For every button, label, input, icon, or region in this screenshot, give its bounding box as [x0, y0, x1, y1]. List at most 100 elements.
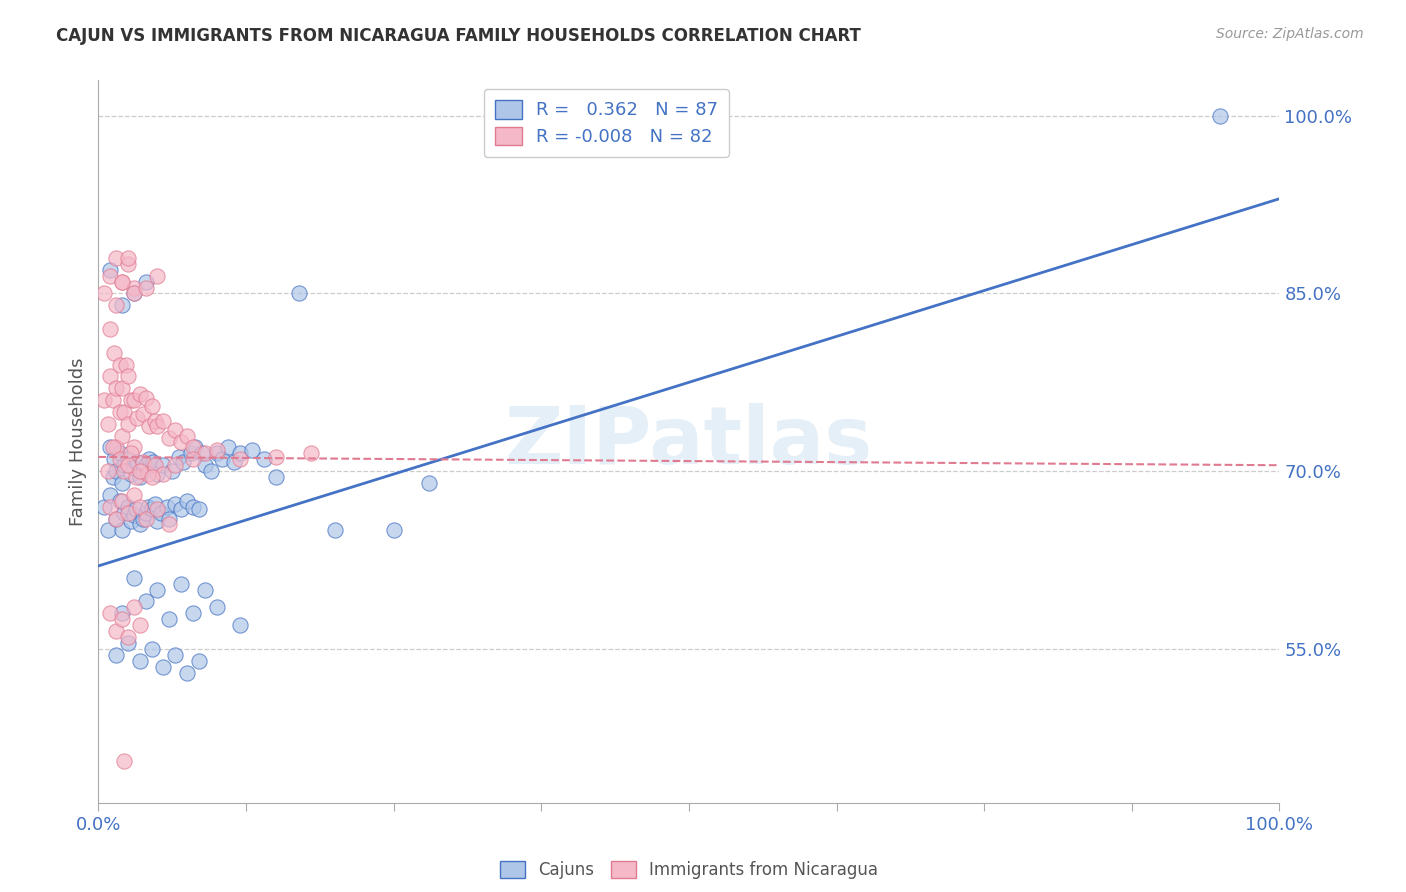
Point — [157, 517, 180, 532]
Point — [112, 458, 135, 473]
Point — [229, 446, 252, 460]
Point — [194, 582, 217, 597]
Point — [170, 502, 193, 516]
Point — [418, 475, 440, 490]
Point — [105, 511, 128, 525]
Point — [229, 618, 252, 632]
Point — [98, 500, 121, 514]
Point — [135, 280, 157, 294]
Point — [141, 470, 163, 484]
Point — [112, 464, 135, 478]
Point — [127, 455, 149, 469]
Point — [135, 594, 157, 608]
Point — [112, 506, 135, 520]
Point — [111, 612, 134, 626]
Point — [122, 508, 145, 522]
Point — [93, 393, 115, 408]
Point — [112, 755, 135, 769]
Point — [143, 497, 166, 511]
Point — [108, 405, 131, 419]
Point — [122, 488, 145, 502]
Point — [117, 417, 139, 431]
Point — [98, 322, 121, 336]
Point — [323, 524, 346, 538]
Point — [180, 446, 202, 460]
Point — [122, 460, 145, 475]
Point — [138, 452, 160, 467]
Point — [121, 393, 143, 408]
Point — [181, 500, 204, 514]
Point — [117, 506, 139, 520]
Point — [141, 502, 163, 516]
Point — [112, 405, 135, 419]
Point — [117, 369, 139, 384]
Point — [111, 524, 134, 538]
Point — [111, 381, 134, 395]
Point — [128, 654, 150, 668]
Point — [117, 458, 139, 473]
Point — [97, 464, 120, 478]
Point — [97, 524, 120, 538]
Point — [111, 275, 134, 289]
Point — [128, 387, 150, 401]
Point — [152, 659, 174, 673]
Point — [141, 399, 163, 413]
Point — [264, 470, 287, 484]
Point — [97, 417, 120, 431]
Point — [128, 464, 150, 478]
Point — [122, 571, 145, 585]
Point — [128, 618, 150, 632]
Point — [165, 497, 187, 511]
Point — [141, 641, 163, 656]
Text: ZIPatlas: ZIPatlas — [505, 402, 873, 481]
Point — [98, 262, 121, 277]
Point — [105, 648, 128, 662]
Point — [170, 434, 193, 449]
Point — [135, 506, 157, 520]
Point — [135, 391, 157, 405]
Point — [152, 467, 174, 481]
Point — [135, 458, 157, 473]
Point — [138, 419, 160, 434]
Point — [205, 442, 228, 457]
Point — [93, 500, 115, 514]
Point — [127, 410, 149, 425]
Point — [224, 455, 246, 469]
Point — [103, 452, 125, 467]
Point — [111, 428, 134, 442]
Point — [105, 251, 128, 265]
Point — [117, 500, 139, 514]
Point — [200, 464, 222, 478]
Point — [105, 464, 128, 478]
Point — [157, 431, 180, 445]
Point — [136, 467, 159, 481]
Point — [105, 511, 128, 525]
Point — [117, 630, 139, 644]
Point — [111, 475, 134, 490]
Point — [165, 458, 187, 473]
Point — [205, 446, 228, 460]
Point — [121, 446, 143, 460]
Point — [157, 612, 180, 626]
Point — [93, 286, 115, 301]
Point — [135, 511, 157, 525]
Point — [122, 441, 145, 455]
Point — [176, 665, 198, 680]
Point — [187, 654, 209, 668]
Point — [184, 441, 207, 455]
Point — [111, 298, 134, 312]
Text: CAJUN VS IMMIGRANTS FROM NICARAGUA FAMILY HOUSEHOLDS CORRELATION CHART: CAJUN VS IMMIGRANTS FROM NICARAGUA FAMIL… — [56, 27, 860, 45]
Point — [111, 275, 134, 289]
Point — [128, 470, 150, 484]
Point — [111, 607, 134, 621]
Point — [176, 428, 198, 442]
Point — [101, 441, 124, 455]
Point — [111, 493, 134, 508]
Point — [142, 455, 165, 469]
Text: Source: ZipAtlas.com: Source: ZipAtlas.com — [1216, 27, 1364, 41]
Point — [229, 452, 252, 467]
Point — [125, 502, 148, 516]
Point — [1209, 109, 1232, 123]
Point — [152, 458, 174, 473]
Point — [160, 464, 183, 478]
